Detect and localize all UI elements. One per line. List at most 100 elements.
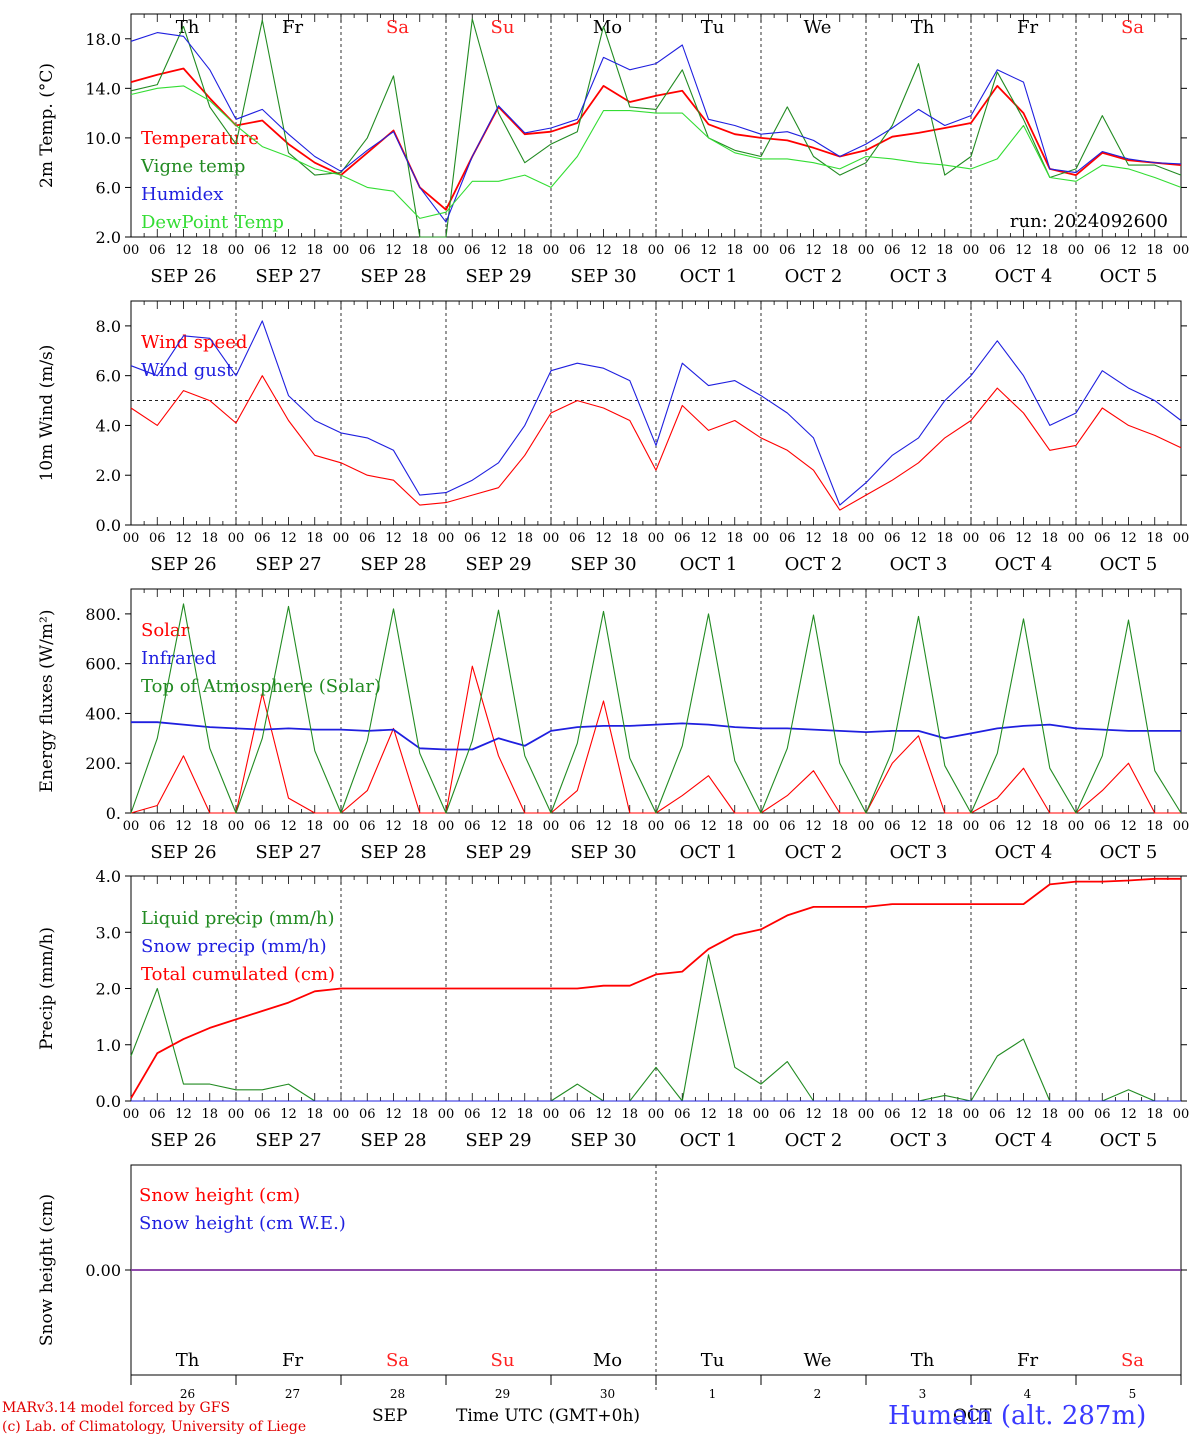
hour-tick-label: 06 (1094, 819, 1111, 834)
hour-tick-label: 12 (805, 819, 822, 834)
y-tick-label: 0. (106, 804, 121, 823)
weekday-label: Fr (1017, 17, 1038, 38)
legend-entry: Solar (141, 620, 190, 641)
hour-tick-label: 00 (1068, 531, 1085, 546)
hour-tick-label: 12 (700, 531, 717, 546)
hour-tick-label: 18 (1146, 531, 1163, 546)
hour-tick-label: 00 (963, 531, 980, 546)
hour-tick-label: 12 (595, 531, 612, 546)
hour-tick-label: 18 (201, 819, 218, 834)
series-line-wind-gust (130, 320, 1182, 506)
hour-tick-label: 18 (621, 1107, 638, 1122)
date-label: SEP 28 (360, 266, 426, 287)
hour-tick-label: 00 (1173, 819, 1190, 834)
month-label-oct: OCT (953, 1406, 992, 1426)
hour-tick-label: 18 (306, 531, 323, 546)
weekday-label: Sa (386, 1350, 409, 1371)
month-label-sep: SEP (372, 1406, 408, 1426)
hour-tick-label: 06 (359, 819, 376, 834)
legend-entry: Temperature (141, 128, 259, 149)
legend-entry: Snow precip (mm/h) (141, 936, 327, 957)
day-number-label: 2 (814, 1387, 822, 1401)
hour-tick-label: 12 (175, 531, 192, 546)
hour-tick-label: 18 (831, 243, 848, 258)
hour-tick-label: 12 (1015, 243, 1032, 258)
y-tick-label: 4.0 (96, 867, 121, 886)
weekday-label: Tu (701, 1350, 725, 1371)
hour-tick-label: 00 (438, 531, 455, 546)
date-label: OCT 2 (785, 1130, 843, 1151)
hour-tick-label: 12 (910, 243, 927, 258)
y-tick-label: 2.0 (96, 228, 121, 247)
y-tick-label: 4.0 (96, 416, 121, 435)
hour-tick-label: 12 (1120, 819, 1137, 834)
hour-tick-label: 12 (280, 1107, 297, 1122)
hour-tick-label: 06 (1094, 243, 1111, 258)
date-label: SEP 29 (465, 1130, 531, 1151)
weekday-label: Su (491, 17, 515, 38)
hour-tick-label: 18 (201, 1107, 218, 1122)
hour-tick-label: 06 (149, 531, 166, 546)
weekday-label: Th (911, 17, 935, 38)
legend-entry: Vigne temp (140, 156, 245, 177)
hour-tick-label: 00 (858, 1107, 875, 1122)
hour-tick-label: 06 (989, 1107, 1006, 1122)
date-label: SEP 26 (150, 554, 216, 575)
day-number-label: 29 (495, 1387, 510, 1401)
hour-tick-label: 06 (569, 531, 586, 546)
hour-tick-label: 12 (175, 1107, 192, 1122)
weekday-label: Su (491, 1350, 515, 1371)
series-line-vigne-temp (130, 18, 1182, 238)
date-label: SEP 27 (255, 554, 321, 575)
hour-tick-label: 06 (149, 243, 166, 258)
hour-tick-label: 06 (674, 531, 691, 546)
day-number-label: 26 (180, 1387, 195, 1401)
day-number-label: 4 (1024, 1387, 1032, 1401)
y-tick-label: 0.0 (96, 1092, 121, 1111)
hour-tick-label: 00 (228, 1107, 245, 1122)
weekday-label: Sa (1121, 17, 1144, 38)
hour-tick-label: 06 (1094, 531, 1111, 546)
legend-entry: DewPoint Temp (141, 212, 284, 233)
weekday-label: Th (176, 17, 200, 38)
hour-tick-label: 06 (464, 531, 481, 546)
hour-tick-label: 06 (989, 531, 1006, 546)
date-label: OCT 3 (890, 1130, 948, 1151)
date-label: OCT 2 (785, 266, 843, 287)
weekday-label: Sa (386, 17, 409, 38)
hour-tick-label: 00 (648, 531, 665, 546)
weekday-label: We (804, 1350, 832, 1371)
hour-tick-label: 00 (543, 243, 560, 258)
hour-tick-label: 00 (1173, 1107, 1190, 1122)
hour-tick-label: 12 (385, 243, 402, 258)
weekday-label: Fr (282, 1350, 303, 1371)
model-credit-line1: MARv3.14 model forced by GFS (2, 1400, 231, 1416)
hour-tick-label: 18 (411, 1107, 428, 1122)
date-label: OCT 5 (1100, 842, 1158, 863)
y-tick-label: 6.0 (96, 178, 121, 197)
date-label: SEP 29 (465, 554, 531, 575)
y-tick-label: 14.0 (85, 79, 121, 98)
hour-tick-label: 00 (858, 819, 875, 834)
hour-tick-label: 00 (753, 243, 770, 258)
hour-tick-label: 18 (936, 243, 953, 258)
hour-tick-label: 12 (1120, 1107, 1137, 1122)
hour-tick-label: 06 (359, 1107, 376, 1122)
hour-tick-label: 18 (831, 819, 848, 834)
weekday-label: Th (176, 1350, 200, 1371)
hour-tick-label: 00 (963, 819, 980, 834)
date-label: SEP 27 (255, 842, 321, 863)
hour-tick-label: 18 (516, 1107, 533, 1122)
hour-tick-label: 18 (201, 531, 218, 546)
hour-tick-label: 06 (884, 819, 901, 834)
hour-tick-label: 00 (1068, 1107, 1085, 1122)
series-line-infrared (131, 721, 1181, 751)
date-label: SEP 27 (255, 266, 321, 287)
hour-tick-label: 18 (516, 531, 533, 546)
hour-tick-label: 12 (595, 243, 612, 258)
legend-entry: Snow height (cm) (139, 1185, 300, 1206)
model-credit-line2: (c) Lab. of Climatology, University of L… (2, 1419, 307, 1435)
hour-tick-label: 00 (543, 1107, 560, 1122)
weekday-label: We (804, 17, 832, 38)
hour-tick-label: 00 (333, 531, 350, 546)
